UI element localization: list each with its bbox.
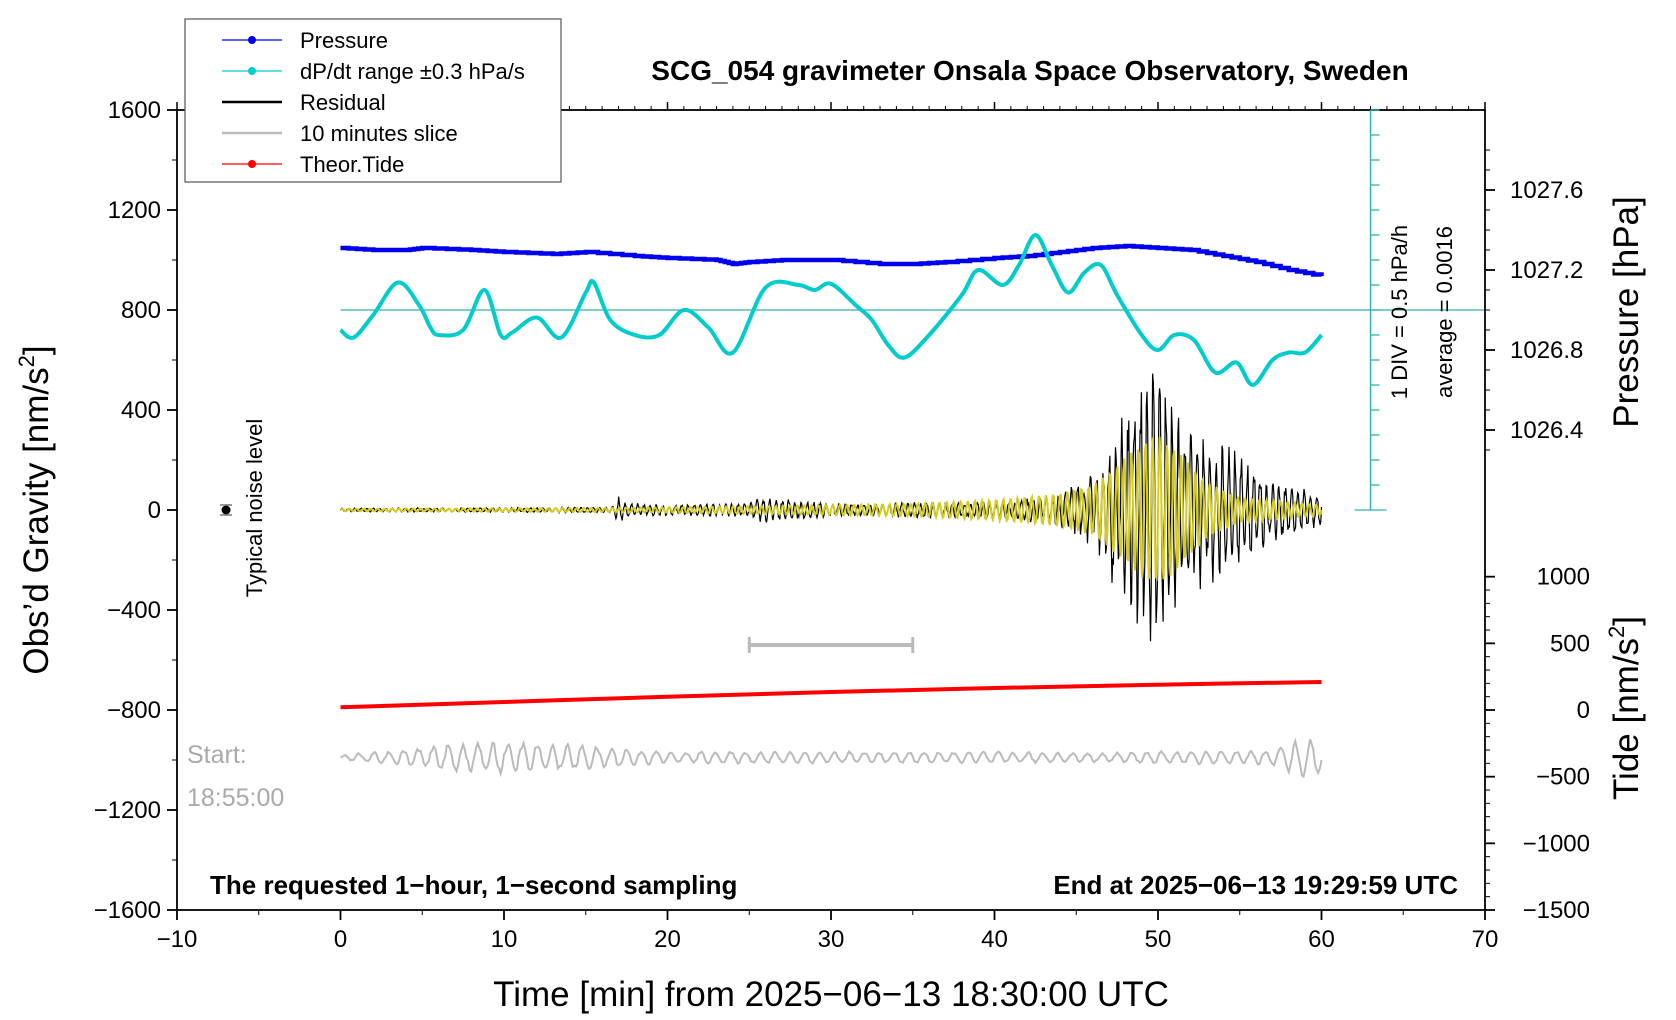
tide-tick-label: −1000 <box>1523 830 1590 857</box>
y-tick-label: −400 <box>107 597 161 624</box>
legend-items: Pressure dP/dt range ±0.3 hPa/s Residual 10… <box>222 28 525 177</box>
tide-tick-label: 500 <box>1550 630 1590 657</box>
y-tick-label: 0 <box>148 497 161 524</box>
x-tick-label: 0 <box>334 926 347 953</box>
legend-label: Residual <box>300 90 386 115</box>
y-tick-label: −1600 <box>94 897 161 924</box>
noise-level-label: Typical noise level <box>242 419 267 598</box>
sampling-note: The requested 1−hour, 1−second sampling <box>210 870 737 900</box>
tide-line <box>340 680 1322 710</box>
x-tick-label: −10 <box>157 926 198 953</box>
smoothed-residual-line <box>339 436 1323 582</box>
x-tick-label: 10 <box>491 926 518 953</box>
y-tick-label: 1200 <box>108 197 161 224</box>
tide-axis-label: Tide [nm/s2] <box>1604 616 1646 800</box>
x-tick-label: 20 <box>654 926 681 953</box>
x-tick-label: 40 <box>981 926 1008 953</box>
y-tick-label: −1200 <box>94 797 161 824</box>
tide-tick-label: −1500 <box>1523 897 1590 924</box>
y-tick-label: −800 <box>107 697 161 724</box>
pressure-line <box>340 243 1324 277</box>
legend-marker <box>248 67 256 75</box>
legend-marker <box>248 160 256 168</box>
axis-layer: −10 0 10 20 30 40 50 60 70 −1600 −1200 −800 −400 0 400… <box>94 97 1590 953</box>
x-tick-label: 50 <box>1145 926 1172 953</box>
scale-average-label: average = 0.0016 <box>1432 226 1457 398</box>
x-tick-label: 60 <box>1308 926 1335 953</box>
pressure-tick-label: 1027.2 <box>1510 257 1583 284</box>
start-time: 18:55:00 <box>187 784 284 812</box>
legend-label: Theor.Tide <box>300 152 404 177</box>
ten-minute-slice-line <box>339 737 1323 779</box>
pressure-tick-label: 1026.8 <box>1510 337 1583 364</box>
tide-tick-label: −500 <box>1536 764 1590 791</box>
legend: Pressure dP/dt range ±0.3 hPa/s Residual 10… <box>184 18 562 183</box>
y-axis-label: Obs’d Gravity [nm/s2] <box>14 345 56 674</box>
y-tick-label: 800 <box>121 297 161 324</box>
x-tick-label: 30 <box>818 926 845 953</box>
pressure-axis-label: Pressure [hPa] <box>1607 196 1646 428</box>
chart-title: SCG_054 gravimeter Onsala Space Observat… <box>651 55 1408 86</box>
series-layer <box>220 232 1485 779</box>
legend-label: Pressure <box>300 28 388 53</box>
dpdt-line <box>339 232 1324 387</box>
tide-tick-label: 0 <box>1577 697 1590 724</box>
start-label: Start: <box>187 741 247 769</box>
y-tick-label: 400 <box>121 397 161 424</box>
x-tick-label: 70 <box>1472 926 1499 953</box>
noise-level-point <box>221 505 231 515</box>
x-axis-label: Time [min] from 2025−06−13 18:30:00 UTC <box>493 975 1169 1014</box>
tide-tick-label: 1000 <box>1537 564 1590 591</box>
legend-label: 10 minutes slice <box>300 121 458 146</box>
scale-div-label: 1 DIV = 0.5 hPa/h <box>1387 225 1412 399</box>
pressure-tick-label: 1027.6 <box>1510 177 1583 204</box>
legend-marker <box>248 36 256 44</box>
end-time-note: End at 2025−06−13 19:29:59 UTC <box>1053 870 1458 900</box>
y-tick-label: 1600 <box>108 97 161 124</box>
pressure-tick-label: 1026.4 <box>1510 417 1583 444</box>
legend-box <box>184 18 562 183</box>
legend-label: dP/dt range ±0.3 hPa/s <box>300 59 525 84</box>
